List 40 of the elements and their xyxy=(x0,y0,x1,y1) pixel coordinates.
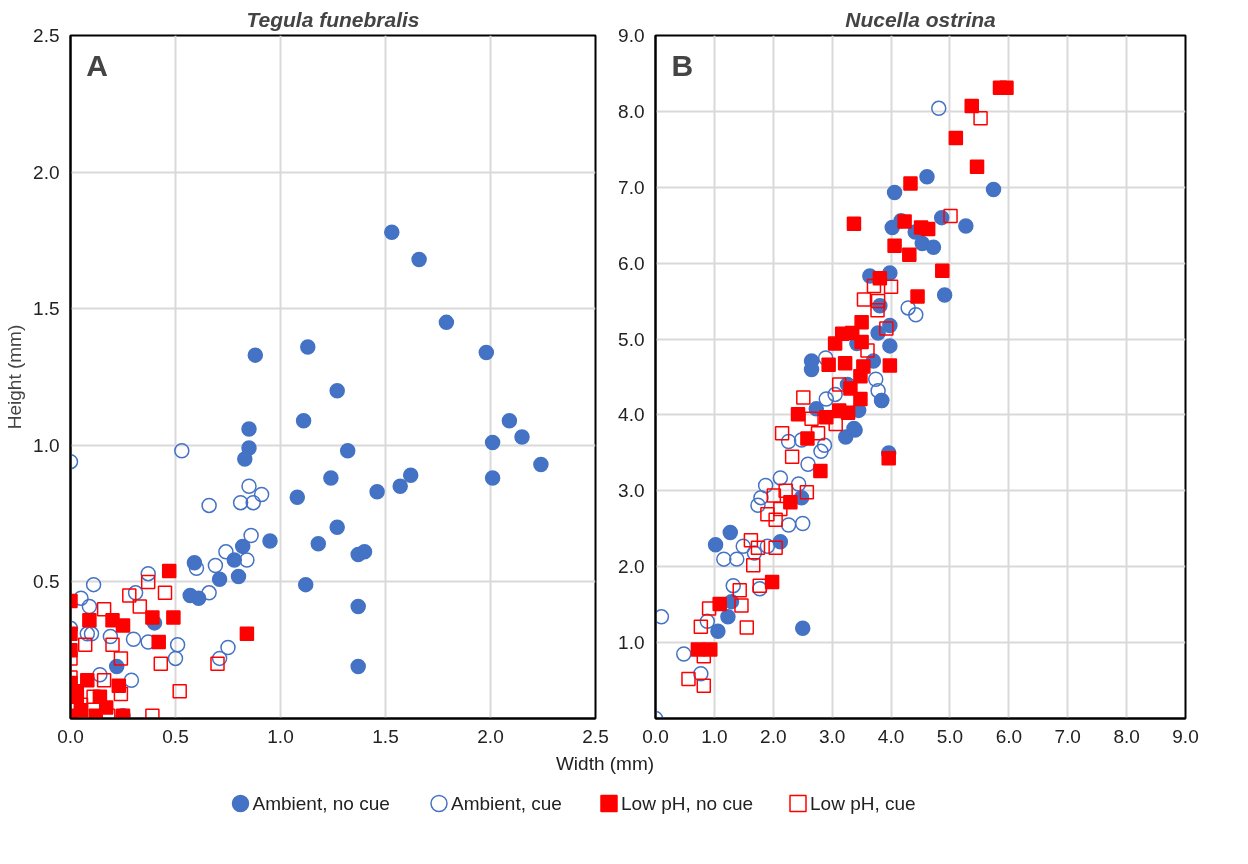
x-tick-label: 2.0 xyxy=(760,725,787,747)
x-tick-label: 0.0 xyxy=(57,725,84,747)
chart-title: Tegula funebralis xyxy=(246,7,420,31)
x-tick-label: 0.5 xyxy=(162,725,189,747)
x-tick-label: 2.0 xyxy=(477,725,504,747)
x-tick-label: 2.5 xyxy=(582,725,609,747)
legend-label: Ambient, no cue xyxy=(252,793,390,814)
x-axis-title: Width (mm) xyxy=(555,752,655,776)
x-tick-label: 8.0 xyxy=(1113,725,1140,747)
x-tick-label: 3.0 xyxy=(818,725,846,747)
y-tick-label: 5.0 xyxy=(618,328,645,350)
x-tick-label: 0.0 xyxy=(642,725,669,747)
x-tick-label: 7.0 xyxy=(1054,725,1081,747)
y-tick-label: 6.0 xyxy=(618,252,645,274)
chart-title: Nucella ostrina xyxy=(845,7,997,31)
x-tick-label: 1.0 xyxy=(267,725,294,747)
x-tick-label: 1.0 xyxy=(701,725,728,747)
x-tick-label: 1.5 xyxy=(372,725,399,747)
y-tick-label: 1.5 xyxy=(33,298,60,320)
y-tick-label: 8.0 xyxy=(618,100,645,122)
y-axis-title: Height (mm) xyxy=(4,324,26,430)
annotation: A xyxy=(86,49,108,83)
legend-label: Low pH, no cue xyxy=(621,793,754,814)
y-tick-label: 1.0 xyxy=(33,434,60,456)
x-tick-label: 4.0 xyxy=(877,725,905,747)
y-tick-label: 2.5 xyxy=(33,25,60,46)
annotation: B xyxy=(671,49,694,83)
x-tick-label: 5.0 xyxy=(936,725,964,747)
y-tick-label: 1.0 xyxy=(618,632,645,654)
legend-label: Low pH, cue xyxy=(810,793,916,814)
y-tick-label: 7.0 xyxy=(618,176,645,198)
x-tick-label: 9.0 xyxy=(1172,725,1199,747)
y-tick-label: 0.5 xyxy=(33,571,60,593)
y-tick-label: 3.0 xyxy=(618,480,645,502)
y-tick-label: 4.0 xyxy=(618,404,645,426)
y-tick-label: 2.0 xyxy=(33,161,60,183)
legend-label: Ambient, cue xyxy=(451,793,562,814)
x-tick-label: 6.0 xyxy=(995,725,1023,747)
y-tick-label: 9.0 xyxy=(618,25,645,46)
y-tick-label: 2.0 xyxy=(618,556,645,578)
